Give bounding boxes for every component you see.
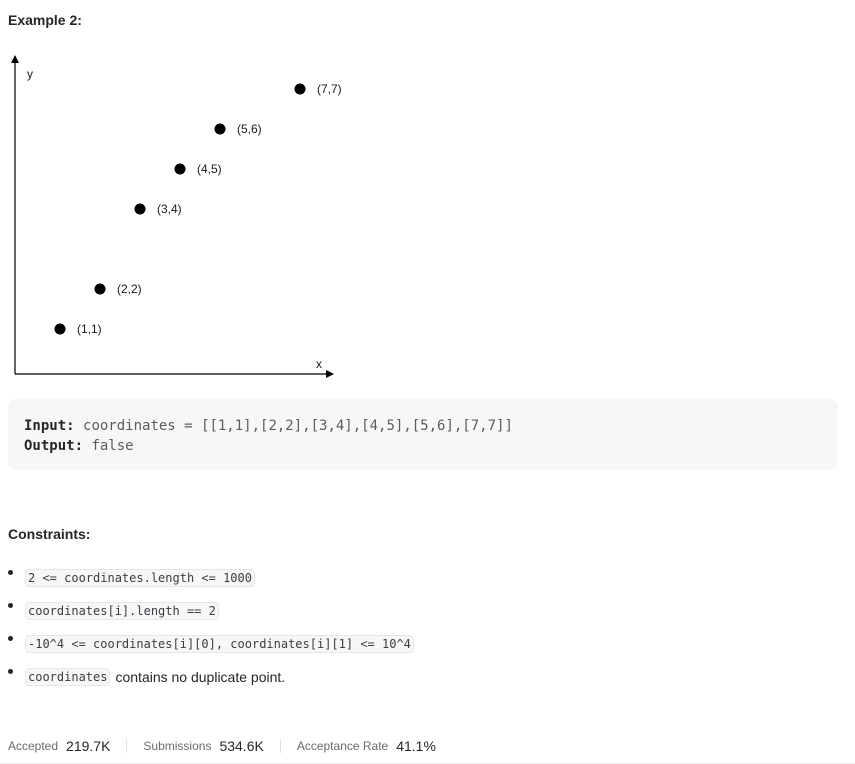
data-point-label: (3,4) (157, 202, 182, 216)
acceptance-rate-stat: Acceptance Rate 41.1% (297, 738, 436, 754)
constraints-list: 2 <= coordinates.length <= 1000 coordina… (0, 561, 830, 693)
data-points: (1,1) (2,2) (3,4) (4,5) (5,6) (7,7) (54, 82, 342, 336)
submission-stats: Accepted 219.7K Submissions 534.6K Accep… (8, 736, 436, 756)
constraint-item: -10^4 <= coordinates[i][0], coordinates[… (0, 627, 830, 660)
accepted-stat: Accepted 219.7K (8, 738, 110, 754)
bullet-icon (8, 570, 13, 575)
scatter-plot: y x (1,1) (2,2) (3,4) (4,5) (5,6) (7,7) (11, 55, 342, 378)
constraint-text: contains no duplicate point. (115, 668, 286, 685)
data-point (214, 123, 226, 135)
bullet-icon (8, 603, 13, 608)
y-axis-label: y (27, 67, 33, 81)
data-point-label: (5,6) (237, 122, 262, 136)
constraint-item: coordinates contains no duplicate point. (0, 660, 830, 693)
input-label: Input: (24, 418, 75, 434)
accepted-label: Accepted (8, 739, 59, 753)
bullet-icon (8, 669, 13, 674)
example-heading: Example 2: (8, 12, 82, 28)
submissions-label: Submissions (143, 739, 212, 753)
output-label: Output: (24, 438, 84, 454)
data-point (94, 283, 106, 295)
acceptance-rate-label: Acceptance Rate (296, 739, 389, 753)
constraint-item: 2 <= coordinates.length <= 1000 (0, 561, 830, 594)
data-point (174, 163, 186, 175)
constraint-code: coordinates (25, 667, 111, 686)
constraint-item: coordinates[i].length == 2 (0, 594, 830, 627)
example-io-box: Input: coordinates = [[1,1],[2,2],[3,4],… (8, 399, 838, 470)
data-point-label: (4,5) (197, 162, 222, 176)
bullet-icon (8, 636, 13, 641)
x-axis-label: x (316, 357, 322, 371)
submissions-value: 534.6K (219, 738, 264, 754)
data-point (134, 203, 146, 215)
constraint-code: -10^4 <= coordinates[i][0], coordinates[… (25, 634, 414, 653)
stat-divider (126, 739, 128, 753)
accepted-value: 219.7K (66, 738, 111, 754)
constraint-code: 2 <= coordinates.length <= 1000 (25, 568, 255, 587)
constraint-code: coordinates[i].length == 2 (25, 601, 219, 620)
constraints-heading: Constraints: (8, 526, 91, 542)
output-value: false (91, 438, 134, 454)
stat-divider (279, 739, 281, 753)
output-line: Output: false (24, 436, 822, 456)
input-line: Input: coordinates = [[1,1],[2,2],[3,4],… (24, 416, 822, 436)
data-point (294, 83, 306, 95)
acceptance-rate-value: 41.1% (396, 738, 436, 754)
data-point-label: (2,2) (117, 282, 142, 296)
submissions-stat: Submissions 534.6K (143, 738, 263, 754)
input-value: coordinates = [[1,1],[2,2],[3,4],[4,5],[… (83, 418, 513, 434)
data-point (54, 323, 66, 335)
data-point-label: (7,7) (317, 82, 342, 96)
data-point-label: (1,1) (77, 322, 102, 336)
